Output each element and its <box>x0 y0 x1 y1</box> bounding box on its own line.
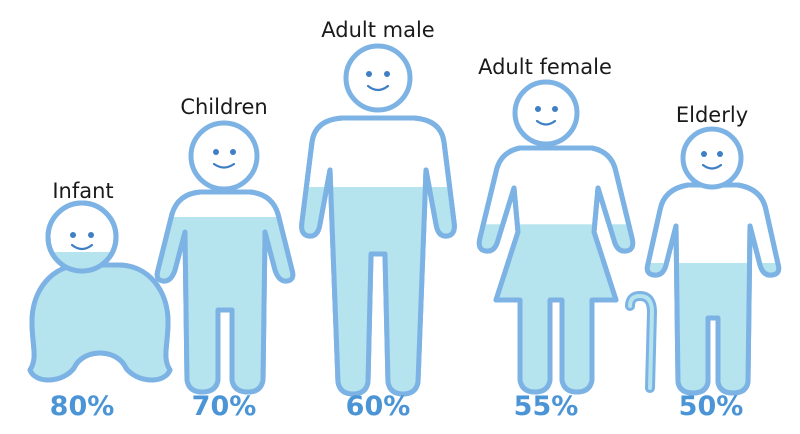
infant-head-outline <box>45 200 119 274</box>
elderly-head <box>680 126 744 190</box>
child-icon <box>150 120 300 402</box>
figure-adult-male: Adult male 60% <box>295 18 465 422</box>
figure-children: Children 70% <box>150 95 300 422</box>
infant-icon <box>20 200 180 392</box>
elderly-body-water-fill <box>647 263 779 393</box>
figure-label-adult-male: Adult male <box>321 18 434 42</box>
female-body-water-fill <box>479 224 633 392</box>
adult-female-icon <box>470 79 640 402</box>
water-percent-adult-male: 60% <box>346 391 411 422</box>
figure-label-elderly: Elderly <box>676 103 748 127</box>
figure-label-adult-female: Adult female <box>478 55 612 79</box>
elderly-icon <box>640 126 790 403</box>
female-head <box>512 79 580 147</box>
cane-icon <box>625 290 658 393</box>
smile-face-icon <box>535 106 558 126</box>
water-percent-elderly: 50% <box>679 391 744 422</box>
water-percent-adult-female: 55% <box>514 391 579 422</box>
smile-face-icon <box>701 151 723 170</box>
male-head <box>343 43 413 113</box>
adult-male-icon <box>295 43 465 404</box>
figure-label-infant: Infant <box>52 179 113 203</box>
water-percent-infant: 80% <box>50 391 115 422</box>
child-head <box>188 120 260 192</box>
figure-label-children: Children <box>180 95 267 119</box>
smile-face-icon <box>212 149 236 169</box>
figure-infant: Infant 80% <box>20 179 180 422</box>
figure-adult-female: Adult female 55% <box>470 55 640 422</box>
smile-face-icon <box>366 71 390 92</box>
figure-elderly: Elderly 50% <box>625 103 790 422</box>
water-percent-children: 70% <box>192 391 257 422</box>
smile-face-icon <box>70 232 94 251</box>
